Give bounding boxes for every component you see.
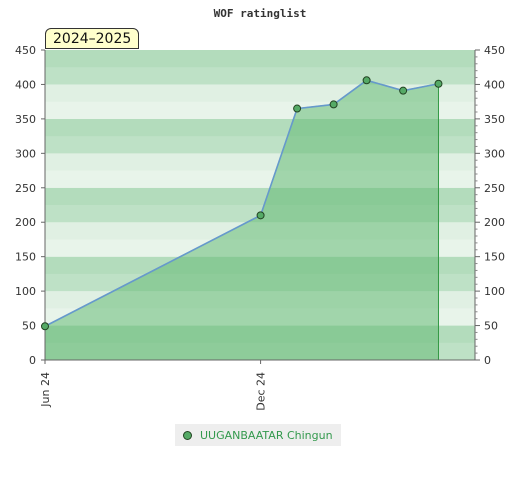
background-sub-band <box>45 67 475 85</box>
data-point <box>41 322 49 331</box>
data-point <box>434 79 443 88</box>
y-tick-label-right: 350 <box>484 113 505 126</box>
y-tick-label-right: 0 <box>484 354 491 367</box>
y-tick-label-right: 450 <box>484 44 505 57</box>
y-tick-label-right: 50 <box>484 320 498 333</box>
y-tick-label-left: 0 <box>29 354 36 367</box>
y-tick-label-right: 400 <box>484 78 505 91</box>
y-tick-label-left: 50 <box>22 320 36 333</box>
season-label: 2024–2025 <box>45 28 140 49</box>
data-point <box>362 76 371 85</box>
chart-title: WOF ratinglist <box>214 7 307 20</box>
data-point <box>293 104 302 113</box>
y-tick-label-left: 350 <box>15 113 36 126</box>
y-tick-label-left: 450 <box>15 44 36 57</box>
y-tick-label-left: 300 <box>15 147 36 160</box>
x-tick-label: Dec 24 <box>255 372 268 411</box>
y-tick-label-right: 200 <box>484 216 505 229</box>
axes: 0 0 50 50 100 100 150 150 200 200 250 250 300 300 350 3… <box>15 44 505 411</box>
y-tick-label-left: 100 <box>15 285 36 298</box>
y-tick-label-right: 100 <box>484 285 505 298</box>
y-tick-label-left: 150 <box>15 251 36 264</box>
data-markers <box>41 76 443 331</box>
data-point <box>329 100 338 109</box>
y-tick-label-right: 150 <box>484 251 505 264</box>
x-tick-label: Jun 24 <box>39 372 52 408</box>
legend-marker <box>183 430 192 440</box>
y-tick-label-right: 300 <box>484 147 505 160</box>
y-tick-label-left: 200 <box>15 216 36 229</box>
y-tick-label-right: 250 <box>484 182 505 195</box>
y-tick-label-left: 400 <box>15 78 36 91</box>
y-tick-label-left: 250 <box>15 182 36 195</box>
legend: UUGANBAATAR Chingun <box>175 424 341 446</box>
legend-series-name: UUGANBAATAR Chingun <box>200 428 333 442</box>
data-point <box>256 211 265 220</box>
data-point <box>399 86 408 95</box>
